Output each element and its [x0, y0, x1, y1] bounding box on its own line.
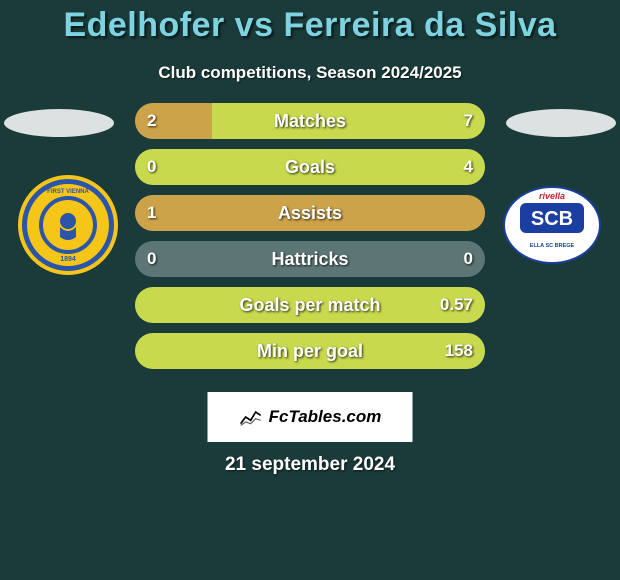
sc-bregenz-badge-icon: rivella SCB ELLA SC BREGE — [502, 175, 602, 275]
stat-value-left: 0 — [147, 249, 156, 269]
stat-value-right: 4 — [464, 157, 473, 177]
stat-label: Min per goal — [257, 341, 363, 362]
stat-value-left: 2 — [147, 111, 156, 131]
stat-label: Hattricks — [271, 249, 348, 270]
stat-value-right: 0.57 — [440, 295, 473, 315]
svg-text:FIRST VIENNA: FIRST VIENNA — [47, 189, 89, 195]
stat-bars: 2 Matches 7 0 Goals 4 1 Assists 0 Hattricks 0 Goals… — [135, 103, 485, 379]
stat-value-right: 7 — [464, 111, 473, 131]
svg-text:rivella: rivella — [539, 191, 565, 201]
subtitle: Club competitions, Season 2024/2025 — [0, 63, 620, 83]
svg-text:1894: 1894 — [60, 256, 76, 263]
club-badge-left: FIRST VIENNA 1894 — [18, 175, 118, 275]
stat-value-left: 0 — [147, 157, 156, 177]
stat-label: Goals per match — [239, 295, 380, 316]
club-badge-right: rivella SCB ELLA SC BREGE — [502, 175, 602, 275]
stat-value-left: 1 — [147, 203, 156, 223]
comparison-infographic: Edelhofer vs Ferreira da Silva Club comp… — [0, 0, 620, 580]
chart-icon — [239, 407, 265, 427]
attribution-text: FcTables.com — [269, 407, 382, 427]
date-label: 21 september 2024 — [0, 454, 620, 476]
stat-value-right: 0 — [464, 249, 473, 269]
stat-row: Goals per match 0.57 — [135, 287, 485, 323]
player-left-ellipse — [4, 109, 114, 137]
stat-row: 0 Goals 4 — [135, 149, 485, 185]
stat-label: Goals — [285, 157, 335, 178]
stat-row: 1 Assists — [135, 195, 485, 231]
page-title: Edelhofer vs Ferreira da Silva — [0, 0, 620, 45]
player-right-ellipse — [506, 109, 616, 137]
stat-row: 0 Hattricks 0 — [135, 241, 485, 277]
stat-value-right: 158 — [445, 341, 473, 361]
stat-fill-right — [212, 103, 485, 139]
svg-text:ELLA SC BREGE: ELLA SC BREGE — [530, 243, 575, 249]
svg-text:SCB: SCB — [531, 208, 573, 230]
attribution-box: FcTables.com — [208, 392, 413, 442]
stat-row: Min per goal 158 — [135, 333, 485, 369]
stat-label: Assists — [278, 203, 342, 224]
first-vienna-badge-icon: FIRST VIENNA 1894 — [18, 175, 118, 275]
stat-row: 2 Matches 7 — [135, 103, 485, 139]
stat-label: Matches — [274, 111, 346, 132]
